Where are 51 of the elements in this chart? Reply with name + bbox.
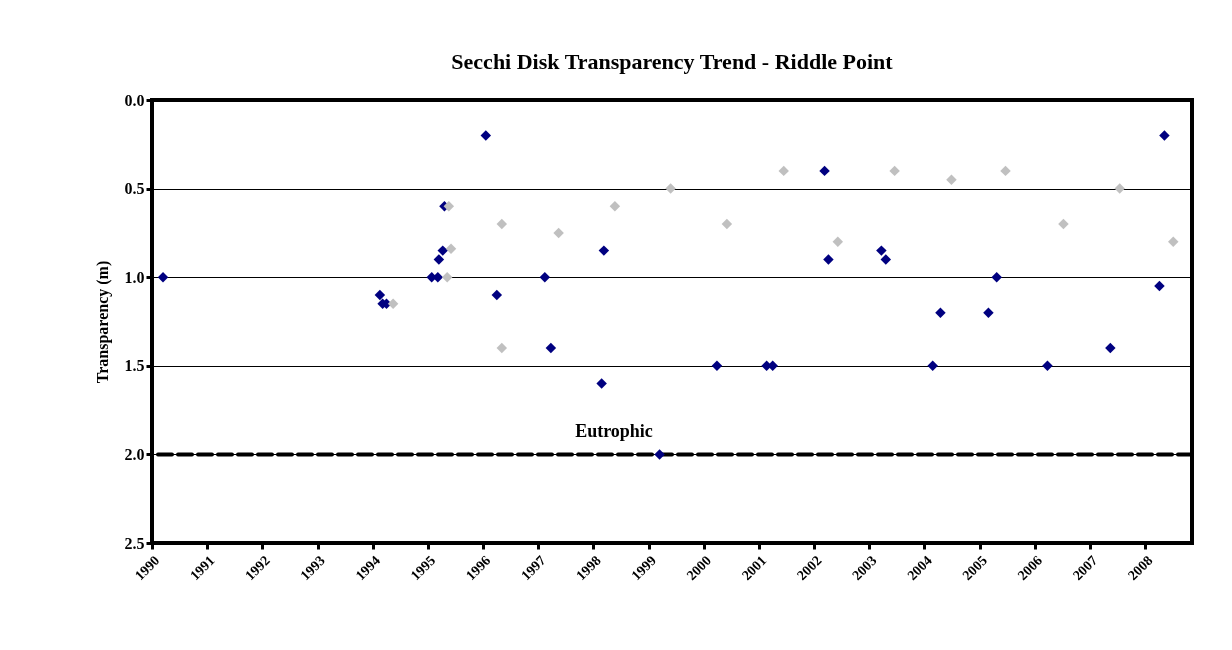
point xyxy=(596,378,607,389)
point xyxy=(496,218,508,230)
point xyxy=(832,236,844,247)
ref-line-label: Eutrophic xyxy=(575,421,653,442)
point xyxy=(823,254,834,265)
point xyxy=(665,183,676,194)
point xyxy=(654,449,665,460)
point xyxy=(445,243,457,255)
point xyxy=(991,271,1002,283)
y-tick-label: 0.5 xyxy=(124,180,145,198)
y-tick-label: 1.0 xyxy=(124,268,145,286)
y-tick-label: 1.5 xyxy=(124,357,145,375)
y-tick-label: 2.0 xyxy=(124,445,145,463)
y-tick-label: 2.5 xyxy=(124,534,145,552)
point xyxy=(443,201,455,212)
point xyxy=(609,201,621,212)
point xyxy=(889,165,900,177)
point xyxy=(491,289,503,301)
point xyxy=(711,360,723,372)
point xyxy=(480,130,492,141)
point xyxy=(1154,280,1165,292)
point xyxy=(441,271,453,283)
point xyxy=(496,342,508,354)
point xyxy=(819,165,830,177)
point xyxy=(778,165,789,177)
point xyxy=(1058,218,1069,230)
point xyxy=(1105,342,1116,354)
point xyxy=(433,254,445,265)
point xyxy=(539,271,551,283)
point xyxy=(983,307,994,318)
point xyxy=(157,271,169,283)
point xyxy=(553,227,564,239)
point xyxy=(387,298,399,310)
point xyxy=(1000,165,1011,177)
point xyxy=(1168,236,1179,247)
point xyxy=(437,245,448,256)
point xyxy=(946,174,957,185)
point xyxy=(935,307,946,318)
point xyxy=(880,254,892,265)
point xyxy=(545,342,557,354)
point xyxy=(1114,183,1125,194)
y-axis-title: Transparency (m) xyxy=(93,260,112,384)
point xyxy=(374,289,386,301)
point xyxy=(721,218,733,230)
point xyxy=(598,245,610,256)
chart-title: Secchi Disk Transparency Trend - Riddle Point xyxy=(451,49,894,74)
y-tick-label: 0.0 xyxy=(124,91,145,109)
point xyxy=(927,360,938,372)
point xyxy=(1042,360,1053,372)
point xyxy=(1159,130,1170,141)
point xyxy=(876,245,887,256)
